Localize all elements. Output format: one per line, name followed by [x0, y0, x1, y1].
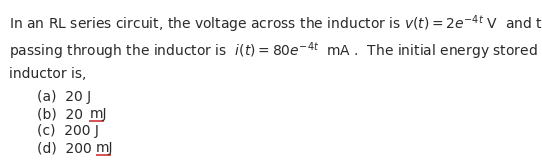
Text: passing through the inductor is  $i(t)=80e^{-4t}$  mA .  The initial energy stor: passing through the inductor is $i(t)=80… [9, 40, 542, 62]
Text: In an RL series circuit, the voltage across the inductor is $v(t)=2e^{-4t}$ V  a: In an RL series circuit, the voltage acr… [9, 13, 542, 35]
Text: inductor is,: inductor is, [9, 67, 86, 81]
Text: (d)  200: (d) 200 [37, 141, 96, 155]
Text: mJ: mJ [89, 107, 107, 121]
Text: (c)  200 J: (c) 200 J [37, 124, 99, 138]
Text: mJ: mJ [96, 141, 113, 155]
Text: (b)  20: (b) 20 [37, 107, 87, 121]
Text: (a)  20 J: (a) 20 J [37, 90, 91, 104]
